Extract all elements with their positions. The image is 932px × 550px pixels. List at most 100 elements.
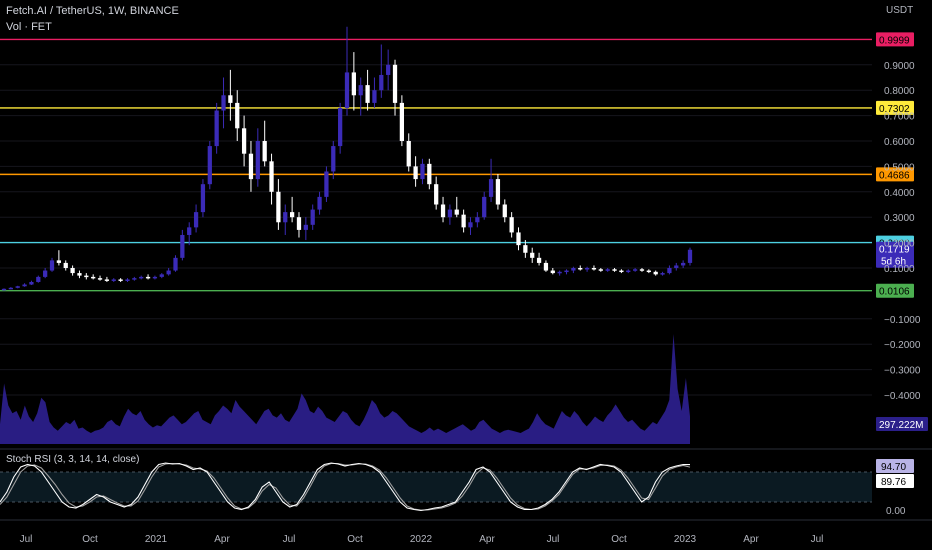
candle-body [310,209,315,225]
candle-body [22,284,27,287]
y-tick-label: 0.9000 [884,61,915,72]
level-tag [876,32,914,47]
candle-body [530,252,535,258]
candle-body [509,217,514,233]
candle-body [351,72,356,96]
candle-body [399,102,405,141]
candle-body [454,209,459,215]
candle-body [392,64,398,103]
candle-body [372,90,377,103]
candle-body [180,234,185,258]
level-tag-label: 0.7302 [879,104,910,115]
candle-body [516,232,521,246]
candle-body [591,268,597,270]
candle-body [488,179,494,197]
candle-body [91,276,96,279]
candle-body [681,262,686,266]
y-tick-label: 0.2000 [884,239,915,250]
candlestick-series [1,26,693,291]
y-tick-label: 0.8000 [884,86,915,97]
candle-body [84,275,89,278]
x-tick-label: 2022 [410,534,433,545]
candle-body [56,260,62,263]
candle-body [502,204,507,218]
volume-legend: Vol · FET [6,21,52,33]
candle-body [248,153,254,180]
x-tick-label: Apr [214,534,230,545]
candle-body [104,279,110,281]
volume-area-fill [0,334,690,444]
candle-body [687,249,693,263]
candle-body [324,171,329,197]
volume-tag-label: 297.222M [879,420,923,431]
candle-body [49,260,55,271]
candle-body [475,217,480,223]
candle-body [482,196,487,218]
x-tick-label: Jul [811,534,824,545]
candle-body [612,269,617,271]
candle-body [70,268,75,274]
candle-body [166,270,171,275]
candle-body [584,268,590,270]
candle-body [338,107,343,147]
candle-body [77,273,82,276]
candle-body [626,270,631,273]
y-tick-label: 0.5000 [884,162,915,173]
price-axis: 0.9000 0.8000 0.7000 0.6000 0.5000 0.4000 0.30… [884,61,921,402]
y-tick-label: −0.2000 [884,340,921,351]
level-tag-label: 0.0106 [879,287,910,298]
countdown-label: 5d 6h [881,257,906,268]
candle-body [289,212,295,218]
x-tick-label: Jul [283,534,296,545]
candle-body [495,179,501,205]
volume-tag [876,417,928,431]
candle-body [598,269,603,271]
x-tick-label: Jul [20,534,33,545]
candle-body [36,276,41,282]
candle-body [344,72,350,108]
level-tag-label: 0.4686 [879,170,910,181]
candle-body [447,209,453,218]
level-tag [876,283,914,298]
candle-body [536,257,542,263]
candle-body [557,271,562,274]
stoch-d-line [0,462,691,511]
candle-body [331,146,336,172]
candle-body [241,128,247,154]
x-tick-label: Apr [479,534,495,545]
candle-body [523,245,528,253]
y-tick-label: −0.3000 [884,366,921,377]
y-tick-label: −0.4000 [884,391,921,402]
candle-body [303,224,308,230]
candle-body [317,196,322,210]
candle-body [639,269,645,271]
candle-body [228,95,233,103]
stoch-d-tag [876,474,914,488]
candle-body [440,204,446,218]
candle-body [207,146,212,185]
candle-body [667,268,672,274]
stoch-k-line [0,462,691,512]
candle-body [406,141,411,167]
stoch-d-value: 89.76 [881,477,906,488]
candle-body [468,222,473,228]
candle-body [427,163,432,185]
level-tag [876,100,914,115]
candle-body [193,212,199,228]
candle-body [434,184,439,205]
y-tick-label: 0.1000 [884,264,915,275]
candle-body [276,191,281,223]
candle-body [132,278,137,280]
y-tick-label: 0.7000 [884,112,915,123]
y-tick-label: 0.4000 [884,188,915,199]
candle-body [235,102,240,129]
currency-label: USDT [886,5,913,16]
candle-body [8,287,13,290]
candle-body [200,184,206,213]
candle-body [283,212,288,223]
candle-body [29,281,34,285]
level-tag [876,167,914,182]
candle-body [255,141,260,180]
